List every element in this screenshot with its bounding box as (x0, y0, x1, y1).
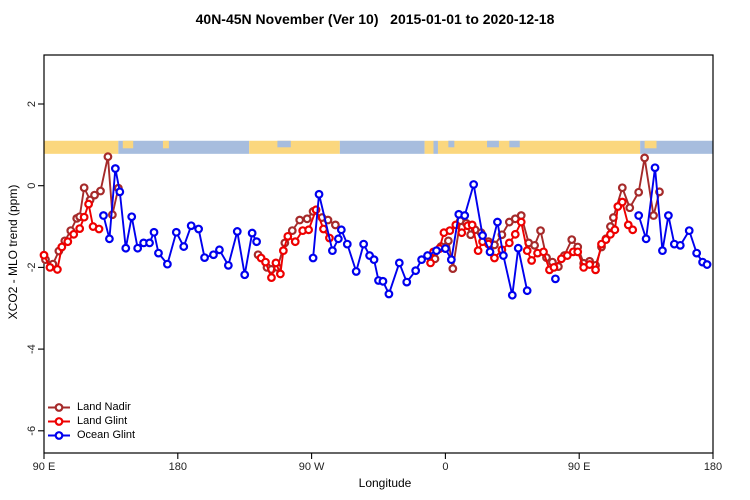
land-glint-marker-icon (48, 417, 70, 426)
svg-text:-6: -6 (26, 426, 38, 436)
svg-text:-4: -4 (26, 344, 38, 354)
legend-item-land-glint: Land Glint (46, 415, 135, 428)
svg-text:90 E: 90 E (568, 461, 591, 473)
svg-text:2: 2 (26, 101, 38, 107)
svg-text:0: 0 (26, 183, 38, 189)
legend-label: Land Nadir (77, 401, 131, 413)
ocean-glint-marker-icon (48, 431, 70, 440)
svg-text:180: 180 (169, 461, 187, 473)
legend-item-ocean-glint: Ocean Glint (46, 429, 135, 442)
legend: Land Nadir Land Glint Ocean Glint (46, 401, 135, 443)
chart-title: 40N-45N November (Ver 10) 2015-01-01 to … (195, 11, 555, 27)
legend-label: Land Glint (77, 415, 128, 427)
svg-text:90 W: 90 W (299, 461, 325, 473)
legend-label: Ocean Glint (77, 429, 136, 441)
legend-item-land-nadir: Land Nadir (46, 401, 135, 414)
x-axis-title: Longitude (358, 476, 412, 490)
land-nadir-marker-icon (48, 403, 70, 412)
svg-text:180: 180 (704, 461, 722, 473)
svg-text:0: 0 (442, 461, 448, 473)
svg-text:90 E: 90 E (33, 461, 56, 473)
svg-text:-2: -2 (26, 263, 38, 273)
